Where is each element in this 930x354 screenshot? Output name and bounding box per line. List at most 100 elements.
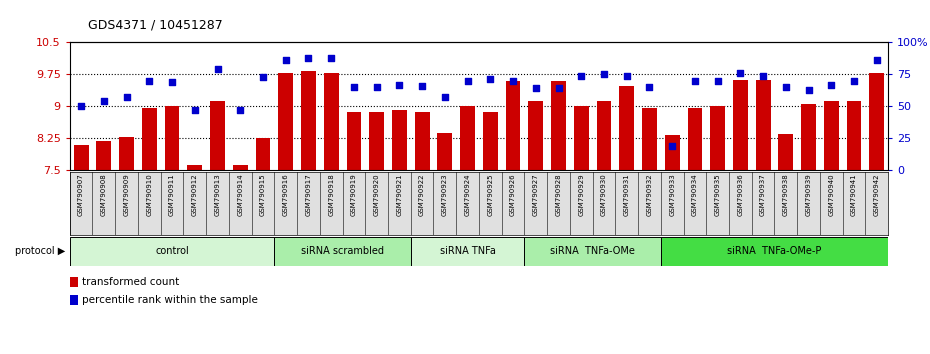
Text: GSM790931: GSM790931 (624, 173, 630, 216)
Text: GSM790928: GSM790928 (555, 173, 562, 216)
Point (846, 78, 861, 84)
Text: GSM790914: GSM790914 (237, 173, 244, 216)
Text: GSM790936: GSM790936 (737, 173, 743, 216)
Text: siRNA  TNFa-OMe: siRNA TNFa-OMe (551, 246, 635, 256)
Bar (411, 237, 525, 266)
Point (778, 84, 793, 90)
Bar (801, 104, 816, 170)
Text: GSM790937: GSM790937 (760, 173, 766, 216)
Bar (70, 277, 78, 287)
Text: GSM790919: GSM790919 (351, 173, 357, 216)
Bar (619, 86, 634, 170)
Text: GSM790911: GSM790911 (169, 173, 175, 216)
Bar (756, 80, 770, 170)
Bar (870, 73, 884, 170)
Text: GSM790926: GSM790926 (510, 173, 516, 216)
Bar (70, 237, 274, 266)
Point (392, 82, 406, 87)
Bar (347, 112, 361, 170)
Point (687, 78, 702, 84)
Point (187, 107, 202, 113)
Bar (274, 237, 411, 266)
Bar (187, 165, 202, 170)
Bar (733, 80, 748, 170)
Point (460, 78, 475, 84)
Point (369, 84, 384, 90)
Point (574, 73, 589, 79)
Text: siRNA TNFa: siRNA TNFa (440, 246, 496, 256)
Point (165, 79, 179, 85)
Bar (256, 138, 271, 170)
Bar (278, 73, 293, 170)
Text: GSM790942: GSM790942 (874, 173, 880, 216)
Bar (232, 165, 247, 170)
Text: GSM790923: GSM790923 (442, 173, 448, 216)
Point (619, 73, 634, 79)
Bar (97, 141, 112, 170)
Point (665, 143, 680, 149)
Bar (369, 112, 384, 170)
Bar (73, 145, 88, 170)
Point (347, 84, 362, 90)
Point (232, 107, 247, 113)
Bar (525, 237, 661, 266)
Text: control: control (155, 246, 189, 256)
Bar (665, 135, 680, 170)
Bar (119, 137, 134, 170)
Bar (165, 106, 179, 170)
Text: siRNA scrambled: siRNA scrambled (301, 246, 384, 256)
Bar (661, 237, 888, 266)
Bar (574, 106, 589, 170)
Point (528, 86, 543, 91)
Bar (483, 112, 498, 170)
Text: GSM790927: GSM790927 (533, 173, 538, 216)
Text: siRNA  TNFa-OMe-P: siRNA TNFa-OMe-P (727, 246, 822, 256)
Text: GSM790910: GSM790910 (146, 173, 153, 216)
Bar (324, 73, 339, 170)
Text: transformed count: transformed count (82, 278, 179, 287)
Bar (846, 101, 861, 170)
Text: GSM790908: GSM790908 (100, 173, 107, 216)
Text: GSM790921: GSM790921 (396, 173, 403, 216)
Point (256, 74, 271, 80)
Bar (596, 101, 611, 170)
Bar (437, 132, 452, 170)
Bar (210, 101, 225, 170)
Point (119, 95, 134, 100)
Point (142, 78, 157, 84)
Text: GDS4371 / 10451287: GDS4371 / 10451287 (88, 19, 223, 32)
Text: GSM790924: GSM790924 (465, 173, 471, 216)
Text: GSM790929: GSM790929 (578, 173, 584, 216)
Bar (778, 134, 793, 170)
Text: GSM790922: GSM790922 (419, 173, 425, 216)
Bar (301, 71, 316, 170)
Bar (824, 101, 839, 170)
Bar (642, 108, 657, 170)
Text: GSM790941: GSM790941 (851, 173, 857, 216)
Text: GSM790930: GSM790930 (601, 173, 607, 216)
Text: GSM790935: GSM790935 (714, 173, 721, 216)
Text: GSM790933: GSM790933 (670, 173, 675, 216)
Point (437, 95, 452, 100)
Text: percentile rank within the sample: percentile rank within the sample (82, 295, 258, 305)
Point (278, 57, 293, 63)
Bar (70, 295, 78, 305)
Text: GSM790920: GSM790920 (374, 173, 379, 216)
Text: GSM790938: GSM790938 (783, 173, 789, 216)
Bar (415, 112, 430, 170)
Point (711, 78, 725, 84)
Point (483, 76, 498, 82)
Text: GSM790918: GSM790918 (328, 173, 334, 216)
Text: GSM790913: GSM790913 (215, 173, 220, 216)
Text: GSM790925: GSM790925 (487, 173, 493, 216)
Point (870, 57, 884, 63)
Bar (460, 106, 475, 170)
Text: protocol ▶: protocol ▶ (15, 246, 65, 256)
Text: GSM790934: GSM790934 (692, 173, 698, 216)
Text: GSM790907: GSM790907 (78, 173, 84, 216)
Point (415, 83, 430, 88)
Bar (392, 110, 406, 170)
Point (596, 72, 611, 77)
Point (210, 67, 225, 72)
Point (756, 73, 771, 79)
